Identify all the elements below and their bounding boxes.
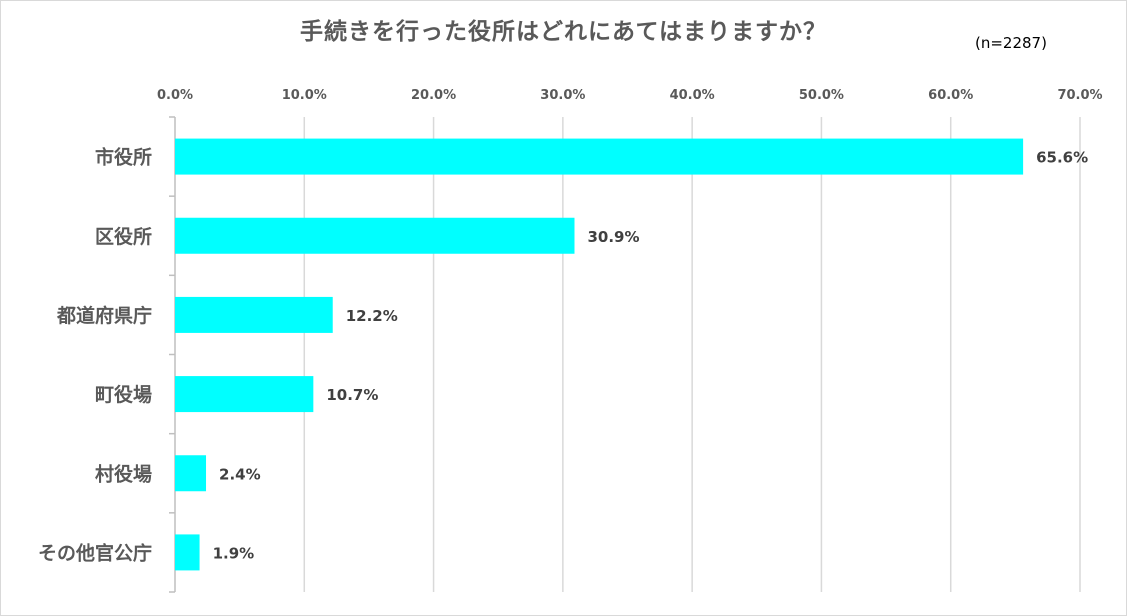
x-tick-label: 20.0%: [411, 88, 456, 103]
value-label: 1.9%: [213, 544, 255, 562]
x-tick-labels: 0.0% 10.0% 20.0% 30.0% 40.0% 50.0% 60.0% 70.0%: [157, 88, 1103, 103]
bar: [175, 534, 200, 571]
bar: [175, 138, 1024, 175]
value-labels: 65.6% 30.9% 12.2% 10.7% 2.4% 1.9%: [213, 149, 1089, 563]
x-tick-label: 50.0%: [799, 88, 844, 103]
bar: [175, 455, 207, 492]
x-tick-label: 60.0%: [928, 88, 973, 103]
bar: [175, 376, 314, 413]
category-label: その他官公庁: [38, 541, 152, 564]
value-label: 2.4%: [219, 465, 261, 483]
x-tick-label: 10.0%: [282, 88, 327, 103]
category-label: 区役所: [95, 225, 152, 248]
x-tick-label: 40.0%: [670, 88, 715, 103]
gridlines: [169, 116, 1081, 593]
value-label: 12.2%: [346, 307, 398, 325]
value-label: 30.9%: [587, 228, 639, 246]
x-tick-label: 0.0%: [157, 88, 193, 103]
category-label: 村役場: [95, 462, 152, 485]
category-label: 町役場: [95, 383, 152, 406]
bar: [175, 217, 575, 254]
value-label: 10.7%: [326, 386, 378, 404]
bars: [175, 138, 1024, 571]
chart-title: 手続きを行った役所はどれにあてはまりますか？: [299, 19, 828, 45]
sample-size: (n=2287): [975, 34, 1047, 52]
category-label: 都道府県庁: [56, 304, 152, 327]
category-label: 市役所: [95, 146, 152, 169]
x-tick-label: 30.0%: [540, 88, 585, 103]
x-tick-label: 70.0%: [1057, 88, 1102, 103]
bar: [175, 296, 333, 333]
value-label: 65.6%: [1036, 149, 1088, 167]
